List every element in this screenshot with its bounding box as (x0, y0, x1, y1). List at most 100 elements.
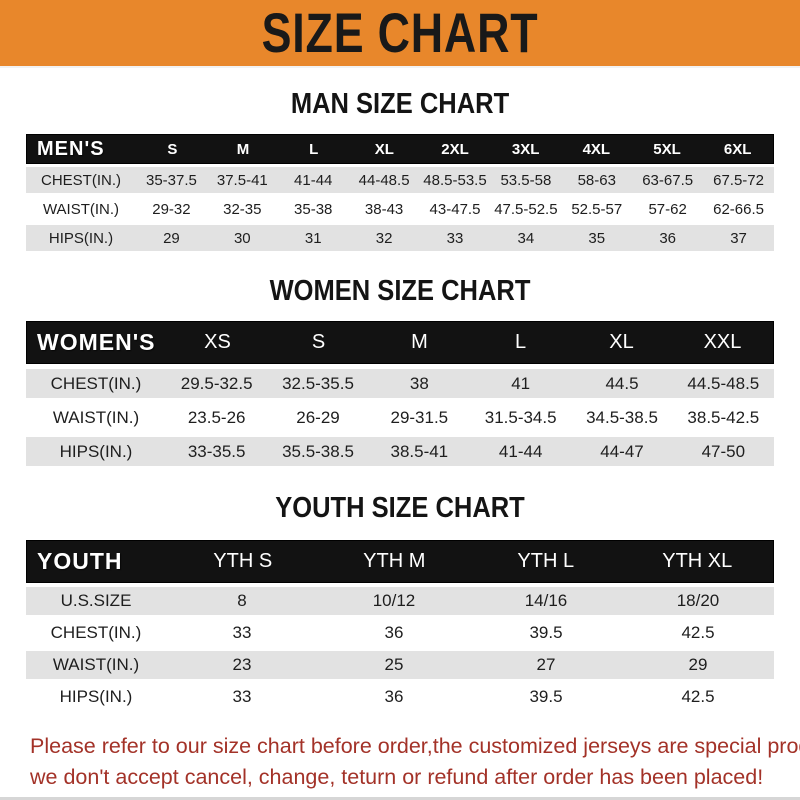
data-cell: 36 (659, 229, 676, 247)
data-cell: 33 (446, 229, 464, 247)
table-row: CHEST(IN.) 35-37.5 37.5-41 41-44 44-48.5 48.5… (26, 167, 774, 193)
youth-size-table: YOUTH YTH S YTH M YTH L YTH XL U.S.SIZE 8 10/12… (26, 540, 774, 711)
row-label: WAIST(IN.) (52, 407, 140, 427)
row-label: CHEST(IN.) (41, 171, 121, 189)
data-cell: 35-38 (294, 200, 333, 218)
table-row: U.S.SIZE 8 10/12 14/16 18/20 (26, 587, 774, 615)
data-cell: 34.5-38.5 (586, 407, 658, 427)
size-column-header: 2XL (441, 140, 469, 158)
table-row: WAIST(IN.) 29-32 32-35 35-38 38-43 43-47.5 47.… (26, 196, 774, 222)
man-section-title: MAN SIZE CHART (290, 88, 510, 120)
data-cell: 35.5-38.5 (282, 441, 354, 461)
table-row: HIPS(IN.) 29 30 31 32 33 34 35 36 37 (26, 225, 774, 251)
data-cell: 41-44 (498, 441, 543, 461)
data-cell: 32 (375, 229, 393, 247)
data-cell: 53.5-58 (500, 171, 552, 189)
data-cell: 33 (232, 623, 252, 642)
table-row: CHEST(IN.) 29.5-32.5 32.5-35.5 38 41 44.5 44.5… (26, 369, 774, 398)
table-header-bar: WOMEN'S XS S M L XL XXL (26, 321, 774, 364)
size-column-header: XL (609, 331, 634, 353)
data-cell: 47-50 (701, 441, 746, 461)
data-cell: 38.5-41 (390, 441, 449, 461)
youth-section-title: YOUTH SIZE CHART (275, 492, 525, 524)
size-chart-banner: SIZE CHART (0, 0, 800, 68)
disclaimer-note: Please refer to our size chart before or… (30, 731, 800, 793)
size-column-header: YTH S (213, 550, 273, 572)
data-cell: 39.5 (529, 687, 563, 706)
data-cell: 31.5-34.5 (484, 407, 557, 427)
data-cell: 38 (409, 373, 429, 393)
table-header-bar: YOUTH YTH S YTH M YTH L YTH XL (26, 540, 774, 583)
data-cell: 36 (384, 687, 404, 706)
data-cell: 34 (517, 229, 535, 247)
data-cell: 62-66.5 (713, 200, 764, 218)
data-cell: 30 (233, 229, 251, 247)
data-cell: 35 (588, 229, 606, 247)
data-cell: 37 (730, 229, 747, 247)
size-column-header: M (236, 140, 250, 158)
data-cell: 47.5-52.5 (494, 200, 558, 218)
size-column-header: XL (374, 140, 394, 158)
data-cell: 67.5-72 (713, 171, 764, 189)
size-column-header: L (514, 331, 527, 353)
data-cell: 44-48.5 (358, 171, 410, 189)
data-cell: 44.5 (605, 373, 639, 393)
data-cell: 44-47 (600, 441, 644, 461)
women-section-title: WOMEN SIZE CHART (269, 275, 531, 307)
data-cell: 44.5-48.5 (687, 373, 760, 393)
table-row: HIPS(IN.) 33-35.5 35.5-38.5 38.5-41 41-44 44-… (26, 437, 774, 466)
data-cell: 33 (232, 687, 252, 706)
data-cell: 32-35 (223, 200, 262, 218)
data-cell: 63-67.5 (642, 171, 694, 189)
banner-title: SIZE CHART (261, 1, 539, 64)
size-column-header: 3XL (511, 140, 540, 158)
row-label: HIPS(IN.) (59, 687, 133, 706)
size-column-header: XS (204, 331, 231, 353)
row-label: WAIST(IN.) (52, 655, 140, 674)
row-label: HIPS(IN.) (48, 229, 114, 247)
table-corner-label: MEN'S (37, 137, 105, 160)
data-cell: 37.5-41 (216, 171, 268, 189)
row-label: CHEST(IN.) (50, 623, 142, 642)
data-cell: 41 (511, 373, 531, 393)
size-column-header: S (167, 140, 178, 158)
data-cell: 31 (304, 229, 322, 247)
data-cell: 27 (536, 655, 556, 674)
size-column-header: L (309, 140, 319, 158)
data-cell: 33-35.5 (187, 441, 246, 461)
data-cell: 29-31.5 (390, 407, 449, 427)
data-cell: 29 (163, 229, 180, 247)
data-cell: 14/16 (524, 591, 568, 610)
size-column-header: YTH XL (662, 550, 733, 572)
size-column-header: M (411, 331, 428, 353)
womens-size-table: WOMEN'S XS S M L XL XXL CHEST(IN.) 29.5-32.5 32.5… (26, 321, 774, 466)
data-cell: 25 (384, 655, 404, 674)
data-cell: 18/20 (676, 591, 720, 610)
data-cell: 26-29 (296, 407, 340, 427)
data-cell: 38-43 (364, 200, 404, 218)
data-cell: 29 (688, 655, 708, 674)
row-label: WAIST(IN.) (42, 200, 120, 218)
size-column-header: 5XL (653, 140, 681, 158)
table-row: HIPS(IN.) 33 36 39.5 42.5 (26, 683, 774, 711)
disclaimer-line-2: we don't accept cancel, change, teturn o… (30, 765, 764, 790)
data-cell: 52.5-57 (571, 200, 623, 218)
size-column-header: 6XL (723, 140, 752, 158)
size-column-header: S (311, 331, 326, 353)
mens-size-table: MEN'S S M L XL 2XL 3XL 4XL 5XL 6XL CHEST(IN.) 35-37… (26, 134, 774, 251)
row-label: CHEST(IN.) (50, 373, 142, 393)
table-row: WAIST(IN.) 23 25 27 29 (26, 651, 774, 679)
data-cell: 29-32 (152, 200, 191, 218)
size-column-header: YTH L (517, 550, 575, 572)
data-cell: 39.5 (529, 623, 563, 642)
table-corner-label: YOUTH (37, 548, 123, 574)
data-cell: 8 (237, 591, 247, 610)
size-column-header: 4XL (582, 140, 611, 158)
data-cell: 41-44 (294, 171, 333, 189)
row-label: U.S.SIZE (60, 591, 132, 610)
data-cell: 23 (232, 655, 252, 674)
data-cell: 43-47.5 (429, 200, 481, 218)
data-cell: 42.5 (681, 687, 715, 706)
data-cell: 29.5-32.5 (180, 373, 253, 393)
data-cell: 57-62 (648, 200, 687, 218)
